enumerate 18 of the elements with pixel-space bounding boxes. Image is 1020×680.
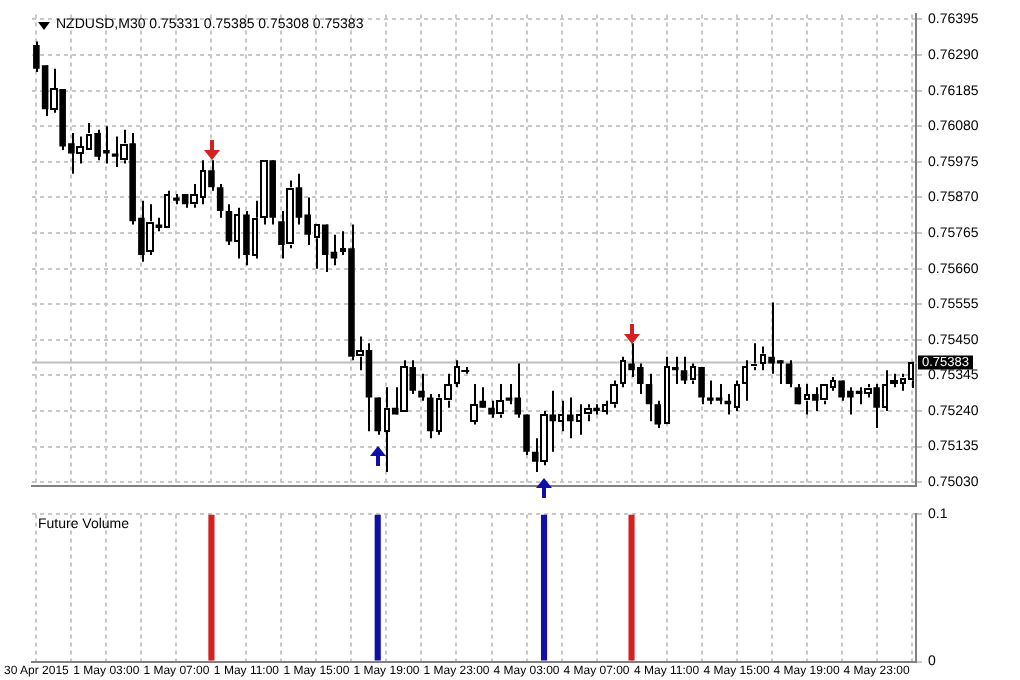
candlestick [759,345,767,372]
candlestick [742,359,749,402]
candlestick [707,379,714,406]
candlestick [733,379,740,413]
candlestick [470,382,478,426]
candlestick [610,379,618,409]
candlestick [715,382,723,406]
candlestick [619,355,627,389]
candlestick [820,382,828,406]
candlestick [680,355,688,385]
candlestick [645,372,653,423]
candlestick [540,410,548,467]
candlestick [146,203,154,257]
candlestick [785,359,793,389]
candlestick [374,396,382,436]
candlestick [286,179,294,250]
candlestick [321,223,329,274]
candlestick [225,203,233,246]
